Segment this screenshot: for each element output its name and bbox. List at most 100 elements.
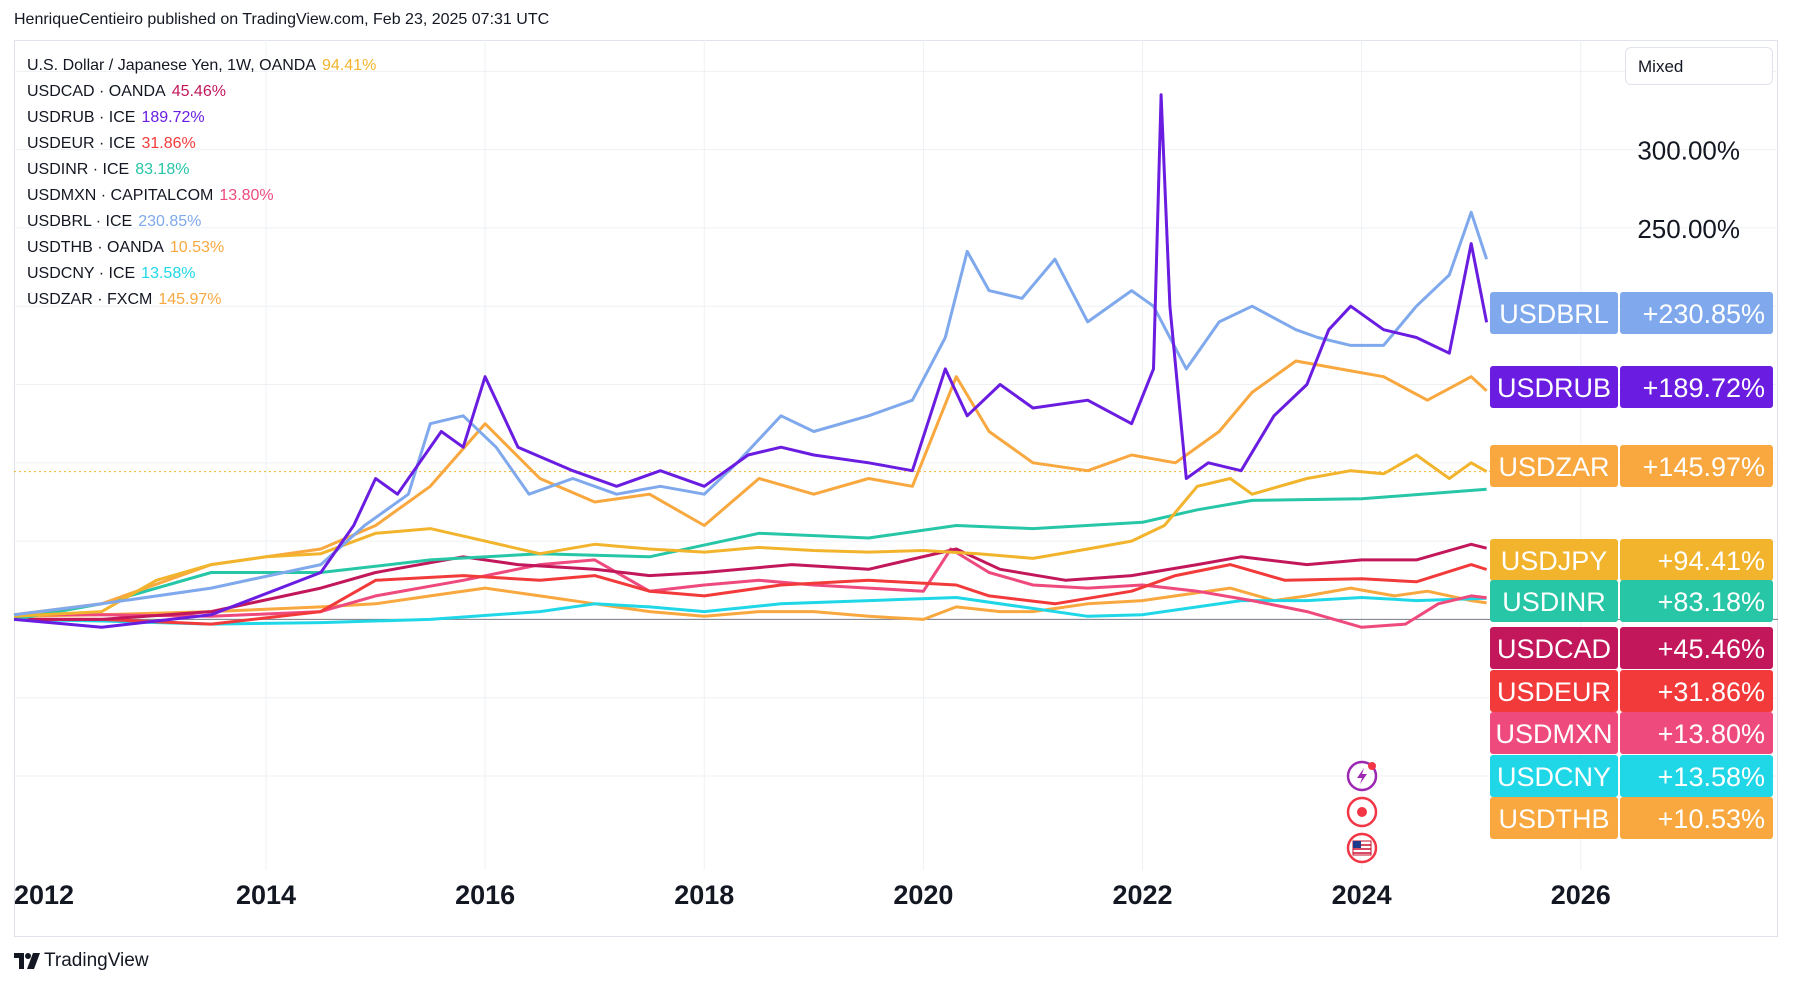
tag-value: +230.85% [1643,299,1765,329]
legend-series-value: 230.85% [138,213,202,230]
x-tick-label: 2018 [674,880,734,910]
tradingview-brand[interactable]: TradingView [14,950,149,972]
tag-value: +83.18% [1658,587,1765,617]
record-icon[interactable] [1346,796,1378,828]
tag-value: +13.58% [1658,762,1765,792]
legend-series-value: 31.86% [141,135,196,152]
legend-series-value: 94.41% [322,57,377,74]
legend-series-name: USDBRL · ICE [27,213,133,230]
legend-series-name: USDRUB · ICE [27,109,136,126]
price-tag-usdmxn[interactable]: USDMXN +13.80% [1490,712,1773,754]
x-axis: 2012 2014 2016 2018 2020 2022 2024 2026 [14,880,1611,910]
legend: U.S. Dollar / Japanese Yen, 1W, OANDA 94.… [27,53,376,313]
publish-info: HenriqueCentieiro published on TradingVi… [14,11,550,28]
legend-series-value: 189.72% [141,109,205,126]
legend-item[interactable]: U.S. Dollar / Japanese Yen, 1W, OANDA 94.… [27,53,376,79]
legend-series-value: 83.18% [135,161,190,178]
tag-ticker-bg [1490,366,1618,408]
legend-series-name: USDCAD · OANDA [27,83,166,100]
chart-frame [14,40,1778,937]
tag-ticker: USDJPY [1501,546,1608,576]
tag-value-bg [1620,539,1773,581]
tag-value: +189.72% [1643,373,1765,403]
series-line-usdeur[interactable] [14,563,1488,626]
tag-ticker-bg [1490,580,1618,622]
grid-lines [14,40,1778,870]
legend-item[interactable]: USDEUR · ICE 31.86% [27,131,376,157]
tag-ticker: USDCAD [1497,634,1611,664]
legend-series-name: USDCNY · ICE [27,265,136,282]
series-line-usdcny[interactable] [13,596,1487,626]
x-tick-label: 2020 [893,880,953,910]
x-tick-label: 2016 [455,880,515,910]
series-line-usdzar[interactable] [13,359,1488,617]
price-tags: USDBRL +230.85% USDRUB +189.72% USDZAR +145.9… [1490,292,1773,839]
price-tag-usdcad[interactable]: USDCAD +45.46% [1490,627,1773,669]
tag-ticker: USDBRL [1499,299,1609,329]
tag-value: +31.86% [1658,677,1765,707]
tag-ticker-bg [1490,755,1618,797]
legend-item[interactable]: USDRUB · ICE 189.72% [27,105,376,131]
x-tick-label: 2012 [14,880,74,910]
price-tag-usdjpy[interactable]: USDJPY +94.41% [1490,539,1773,581]
legend-item[interactable]: USDBRL · ICE 230.85% [27,209,376,235]
series-line-usdbrl[interactable] [13,210,1489,617]
tag-value: +10.53% [1658,804,1765,834]
tag-ticker-bg [1490,670,1618,712]
series-line-usdthb[interactable] [13,586,1487,621]
price-tag-usdeur[interactable]: USDEUR +31.86% [1490,670,1773,712]
tag-ticker: USDINR [1502,587,1606,617]
brand-name: TradingView [44,950,149,971]
price-tag-usdinr[interactable]: USDINR +83.18% [1490,580,1773,622]
legend-series-name: USDEUR · ICE [27,135,136,152]
tag-value-bg [1620,366,1773,408]
tag-value: +94.41% [1658,546,1765,576]
legend-item[interactable]: USDINR · ICE 83.18% [27,157,376,183]
tag-value-bg [1620,712,1773,754]
lightning-icon[interactable] [1346,760,1378,792]
tag-value-bg [1620,755,1773,797]
tradingview-logo-icon [14,953,40,969]
x-tick-label: 2022 [1112,880,1172,910]
legend-series-value: 145.97% [158,291,222,308]
legend-series-value: 13.58% [141,265,196,282]
legend-series-name: USDTHB · OANDA [27,239,164,256]
legend-series-name: USDINR · ICE [27,161,130,178]
series-line-usdjpy[interactable] [13,453,1488,618]
legend-series-name: U.S. Dollar / Japanese Yen, 1W, OANDA [27,57,317,74]
legend-series-name: USDMXN · CAPITALCOM [27,187,214,204]
tag-ticker: USDEUR [1497,677,1611,707]
legend-series-value: 10.53% [169,239,225,256]
legend-item[interactable]: USDTHB · OANDA 10.53% [27,235,376,261]
x-tick-label: 2024 [1332,880,1392,910]
price-tag-usdrub[interactable]: USDRUB +189.72% [1490,366,1773,408]
price-tag-usdthb[interactable]: USDTHB +10.53% [1490,797,1773,839]
price-tag-usdzar[interactable]: USDZAR +145.97% [1490,445,1773,487]
price-tag-usdbrl[interactable]: USDBRL +230.85% [1490,292,1773,334]
tag-ticker-bg [1490,445,1618,487]
legend-series-name: USDZAR · FXCM [27,291,153,308]
y-tick-label: 250.00% [1637,214,1740,244]
legend-item[interactable]: USDMXN · CAPITALCOM 13.80% [27,183,376,209]
series-line-usdmxn[interactable] [14,547,1487,629]
legend-item[interactable]: USDCNY · ICE 13.58% [27,261,376,287]
scale-mode-selector[interactable]: Mixed [1625,47,1773,85]
tag-value-bg [1620,627,1773,669]
tag-value: +13.80% [1658,719,1765,749]
series-line-usdrub[interactable] [13,93,1489,629]
y-axis: 350.00%300.00%250.00%200.00% [1637,57,1740,322]
tag-value-bg [1620,580,1773,622]
tag-ticker: USDMXN [1495,719,1612,749]
legend-item[interactable]: USDCAD · OANDA 45.46% [27,79,376,105]
us-flag-icon[interactable] [1346,832,1378,864]
legend-series-value: 13.80% [219,187,274,204]
tag-value-bg [1620,670,1773,712]
legend-item[interactable]: USDZAR · FXCM 145.97% [27,287,376,313]
price-tag-usdcny[interactable]: USDCNY +13.58% [1490,755,1773,797]
series-line-usdinr[interactable] [13,487,1487,621]
tag-ticker: USDTHB [1498,804,1609,834]
series-lines [13,93,1489,629]
tag-ticker-bg [1490,292,1618,334]
series-line-usdcad[interactable] [14,542,1487,621]
